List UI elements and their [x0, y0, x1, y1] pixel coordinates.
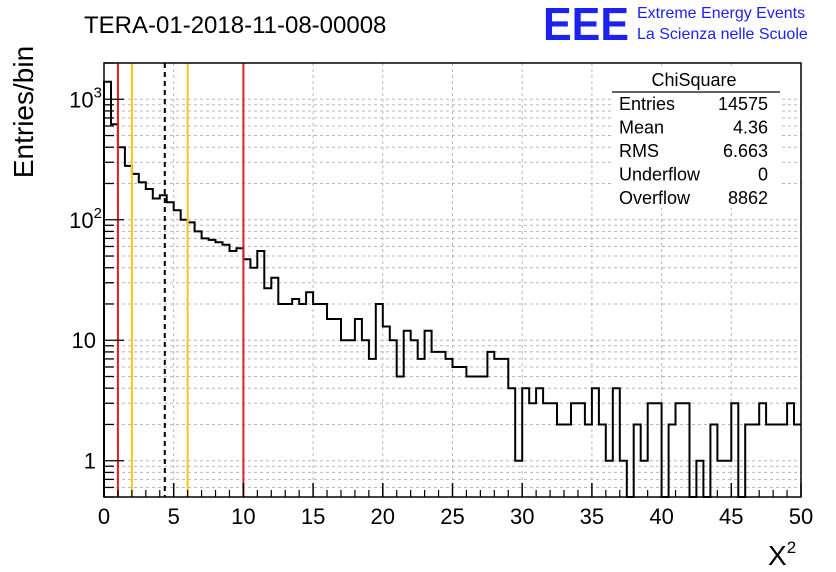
stats-value: 4.36 [733, 118, 768, 138]
histogram-series [103, 80, 801, 498]
stats-box: ChiSquare Entries 14575 Mean 4.36 RMS 6.663 Un… [612, 68, 780, 208]
stats-label: RMS [619, 141, 659, 161]
stats-value: 0 [758, 165, 768, 185]
x-tick-label: 25 [440, 504, 464, 529]
x-tick-label: 5 [168, 504, 180, 529]
stats-value: 8862 [728, 188, 768, 208]
reference-lines [116, 63, 245, 497]
stats-label: Overflow [619, 188, 691, 208]
x-tick-label: 50 [789, 504, 813, 529]
stats-box-background [612, 68, 780, 208]
stats-label: Mean [619, 118, 664, 138]
x-tick-label: 30 [510, 504, 534, 529]
x-tick-label: 45 [719, 504, 743, 529]
x-tick-label: 0 [98, 504, 110, 529]
x-tick-label: 15 [301, 504, 325, 529]
logo-line-2: La Scienza nelle Scuole [637, 26, 808, 43]
grid [104, 63, 801, 497]
y-tick-label: 10 [72, 328, 96, 353]
histogram-line [103, 80, 801, 498]
x-tick-label: 20 [371, 504, 395, 529]
chart-title: TERA-01-2018-11-08-00008 [84, 12, 386, 39]
axes: 0 5 10 15 20 25 30 35 40 45 50 1 10 102 103 [69, 62, 813, 529]
stats-value: 14575 [718, 94, 768, 114]
y-tick-label: 103 [69, 84, 102, 112]
stats-name: ChiSquare [651, 70, 736, 90]
x-axis-label: X2 [768, 538, 796, 571]
y-axis-label: Entries/bin [8, 46, 39, 178]
y-tick-label: 1 [84, 449, 96, 474]
x-tick-label: 10 [231, 504, 255, 529]
eee-logo: EEE Extreme Energy Events La Scienza nel… [543, 0, 808, 50]
x-tick-label: 35 [580, 504, 604, 529]
stats-label: Entries [619, 94, 675, 114]
y-tick-label: 102 [69, 205, 102, 233]
logo-letters: EEE [543, 0, 629, 50]
logo-line-1: Extreme Energy Events [637, 5, 805, 22]
x-tick-label: 40 [649, 504, 673, 529]
stats-value: 6.663 [723, 141, 768, 161]
stats-label: Underflow [619, 165, 701, 185]
